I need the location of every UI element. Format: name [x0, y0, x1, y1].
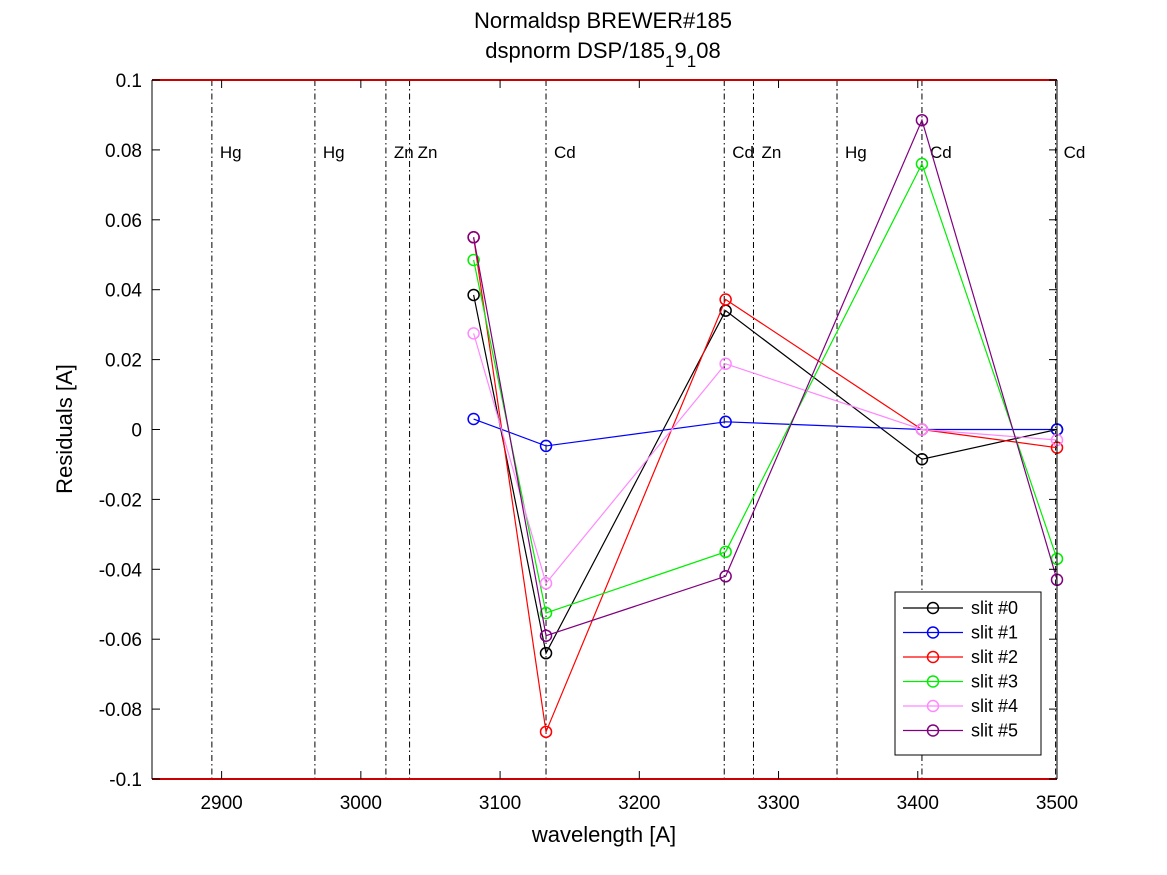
legend-entry: slit #1 [971, 623, 1018, 643]
y-tick-label: 0 [131, 421, 142, 442]
series-line [473, 294, 1058, 655]
data-point [719, 545, 732, 559]
reference-line-label: Cd [554, 143, 576, 162]
legend-swatch-marker [926, 699, 940, 713]
x-tick-label: 3000 [340, 793, 382, 814]
legend-swatch-marker [926, 724, 940, 737]
data-point [915, 423, 929, 436]
legend-swatch-marker [926, 626, 940, 639]
data-point [539, 577, 553, 590]
y-tick-label: -0.08 [99, 700, 142, 721]
legend-entry: slit #3 [971, 672, 1018, 692]
data-point [719, 293, 732, 306]
reference-line-label: Zn [418, 143, 438, 162]
reference-line-label: Hg [323, 143, 345, 162]
legend-entry: slit #4 [971, 696, 1018, 716]
legend-swatch-marker [926, 675, 940, 688]
series-line [473, 237, 1058, 735]
reference-line-label: Hg [220, 143, 242, 162]
data-point [539, 606, 553, 620]
reference-lines: Hg Hg Zn Zn Cd Cd Zn Hg Cd Cd [211, 80, 1086, 779]
x-tick-label: 3300 [757, 793, 799, 814]
x-tick-label: 3200 [618, 793, 660, 814]
subtitle-suffix: 08 [696, 38, 720, 63]
x-tick-label: 3400 [897, 793, 939, 814]
data-point [467, 253, 480, 267]
subtitle-sub2: 1 [687, 52, 696, 71]
legend-swatch-marker [926, 650, 940, 664]
chart-subtitle: dspnorm DSP/18519108 [485, 38, 720, 71]
reference-line-label: Hg [845, 143, 867, 162]
reference-line-label: Cd [732, 143, 754, 162]
data-point [539, 646, 553, 660]
y-tick-label: -0.1 [109, 770, 142, 791]
data-point [915, 113, 929, 127]
y-tick-label: 0.1 [116, 71, 142, 92]
x-axis-label: wavelength [A] [531, 822, 676, 847]
y-tick-label: 0.02 [105, 351, 142, 372]
legend-entry: slit #2 [971, 647, 1018, 667]
data-point [539, 725, 553, 739]
reference-line-label: Zn [761, 143, 781, 162]
legend-entry: slit #5 [971, 721, 1018, 741]
y-tick-label: 0.06 [105, 211, 142, 232]
reference-line-label: Cd [930, 143, 952, 162]
y-tick-label: 0.04 [105, 281, 142, 302]
x-tick-label: 2900 [200, 793, 242, 814]
series-line [473, 418, 1057, 447]
legend-box [894, 591, 1042, 756]
y-tick-label: -0.06 [99, 630, 142, 651]
subtitle-sub1: 1 [665, 52, 674, 71]
data-point [467, 231, 480, 244]
data-point [467, 412, 480, 426]
chart-title: Normaldsp BREWER#185 [474, 8, 732, 33]
x-tick-label: 3100 [479, 793, 521, 814]
legend-swatch-marker [926, 601, 940, 615]
axes-layer: 2900 3000 3100 3200 3300 3400 3500 -0.1 -0.08 -0.… [99, 71, 1078, 814]
series-line [473, 118, 1058, 637]
data-point [539, 629, 553, 642]
data-point [719, 570, 732, 583]
series-line [473, 162, 1058, 614]
subtitle-prefix: dspnorm DSP/185 [485, 38, 665, 63]
reference-line-label: Zn [394, 143, 414, 162]
data-point [719, 357, 732, 371]
y-tick-label: -0.04 [99, 560, 143, 581]
y-axis-label: Residuals [A] [52, 364, 77, 494]
data-point [719, 415, 732, 429]
y-tick-label: 0.08 [105, 141, 142, 162]
legend-entry: slit #0 [971, 598, 1018, 618]
data-point [467, 288, 480, 302]
data-point [539, 439, 553, 453]
reference-line-label: Cd [1064, 143, 1086, 162]
subtitle-mid: 9 [675, 38, 687, 63]
x-tick-label: 3500 [1036, 793, 1078, 814]
data-point [915, 452, 929, 466]
data-point [467, 327, 480, 340]
data-point [915, 157, 929, 171]
legend: slit #0 slit #1 slit #2 slit #3 slit #4 slit … [894, 591, 1042, 756]
y-tick-label: -0.02 [99, 490, 142, 511]
